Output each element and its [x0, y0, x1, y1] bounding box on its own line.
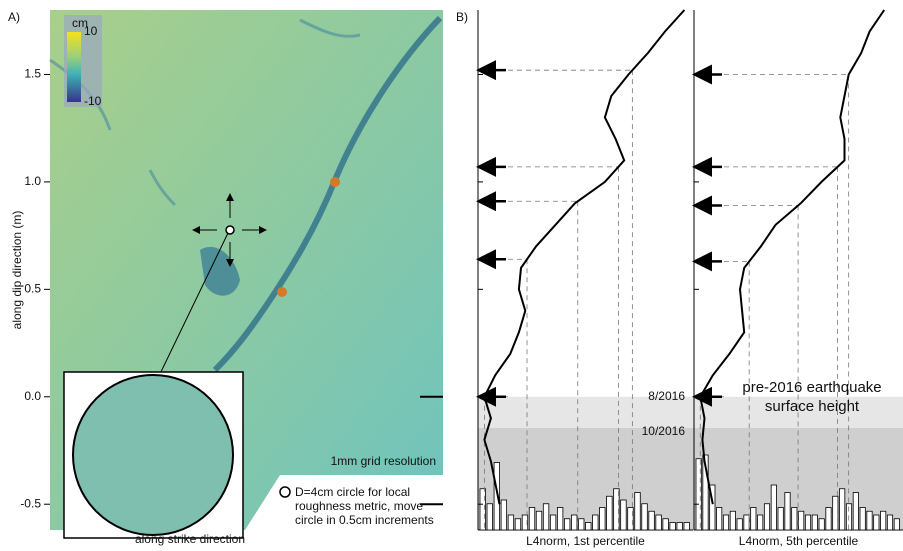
histogram-bar: [716, 507, 723, 531]
histogram-bar: [486, 503, 493, 531]
histogram-bar: [683, 522, 690, 531]
histogram-bar: [825, 507, 832, 531]
circle-marker: [225, 225, 235, 235]
histogram-bar: [556, 507, 564, 531]
histogram-bar: [549, 514, 557, 531]
histogram-bar: [627, 507, 634, 531]
histogram-bar: [634, 492, 641, 531]
histogram-bar: [702, 454, 709, 531]
panel-label: B): [456, 10, 468, 24]
y-tick-label: -0.5: [20, 496, 41, 510]
y-axis-label: along dip direction (m): [10, 211, 24, 330]
histogram-bar: [798, 510, 805, 531]
profile-line: [483, 9, 686, 505]
band-label: 10/2016: [642, 424, 686, 438]
annotation: pre-2016 earthquake surface height: [742, 379, 882, 415]
histogram-bar: [521, 514, 529, 531]
fracture: [212, 15, 443, 373]
colorbar: [67, 32, 81, 102]
histogram-bar: [859, 507, 866, 531]
histogram-bar: [736, 518, 743, 531]
histogram-bar: [893, 518, 900, 531]
x-axis-label: L4norm, 1st percentile: [526, 534, 645, 548]
histogram-bar: [641, 503, 648, 531]
histogram-bar: [500, 499, 508, 531]
histogram-bar: [535, 510, 543, 531]
histogram-bar: [564, 518, 571, 531]
histogram-bar: [648, 510, 655, 531]
caption: D=4cm circle for local roughness metric,…: [295, 485, 434, 527]
histogram-bar: [757, 514, 764, 531]
y-tick-label: 0.0: [24, 389, 41, 403]
histogram-bar: [662, 518, 669, 531]
inset-circle: [72, 374, 234, 536]
histogram-bar: [606, 495, 613, 531]
histogram-bar: [655, 514, 662, 531]
colorbar-label: cm: [72, 16, 88, 30]
histogram-bar: [578, 518, 585, 531]
histogram-bar: [709, 484, 716, 531]
colorbar-tick: -10: [84, 94, 102, 108]
histogram-bar: [585, 522, 592, 531]
panel-label: A): [8, 10, 20, 24]
x-axis-label: L4norm, 5th percentile: [739, 534, 859, 548]
histogram-bar: [613, 488, 620, 531]
histogram-bar: [528, 507, 536, 531]
histogram-bar: [695, 458, 702, 531]
histogram-bar: [873, 514, 880, 531]
annotation: 1mm grid resolution: [331, 454, 436, 468]
y-tick-label: 0.5: [24, 282, 41, 296]
histogram-bar: [750, 507, 757, 531]
band: [478, 396, 903, 428]
histogram-bar: [479, 488, 486, 531]
histogram-bar: [777, 507, 784, 531]
profile-line: [699, 9, 886, 505]
histogram-bar: [620, 499, 627, 531]
histogram-bar: [571, 514, 578, 531]
legend-circle: [279, 486, 291, 498]
histogram-bar: [818, 518, 825, 531]
histogram-bar: [542, 503, 550, 531]
histogram-bar: [852, 492, 859, 531]
histogram-bar: [743, 514, 750, 531]
histogram-bar: [669, 522, 676, 531]
histogram-bar: [722, 514, 730, 531]
band-label: 8/2016: [648, 389, 685, 403]
histogram-bar: [839, 488, 846, 531]
x-axis-label: along strike direction: [135, 532, 245, 546]
histogram-bar: [880, 510, 887, 531]
histogram-bar: [886, 514, 894, 531]
histogram-bar: [791, 507, 798, 531]
histogram-bar: [493, 462, 501, 531]
histogram-bar: [832, 495, 839, 531]
histogram-bar: [804, 514, 812, 531]
histogram-bar: [599, 507, 606, 531]
histogram-bar: [811, 514, 818, 531]
leader-line: [157, 232, 229, 379]
colorbar-tick: 10: [84, 24, 98, 38]
histogram-bar: [507, 514, 515, 531]
spot: [330, 177, 340, 187]
histogram-bar: [784, 492, 791, 531]
histogram-bar: [729, 510, 736, 531]
histogram-bar: [866, 510, 873, 531]
histogram-bar: [763, 503, 771, 531]
histogram-bar: [592, 514, 599, 531]
y-tick-label: 1.0: [24, 174, 41, 188]
spot: [277, 287, 287, 297]
histogram-bar: [676, 522, 683, 531]
y-tick-label: 1.5: [24, 67, 41, 81]
histogram-bar: [770, 484, 777, 531]
histogram-bar: [514, 518, 522, 531]
